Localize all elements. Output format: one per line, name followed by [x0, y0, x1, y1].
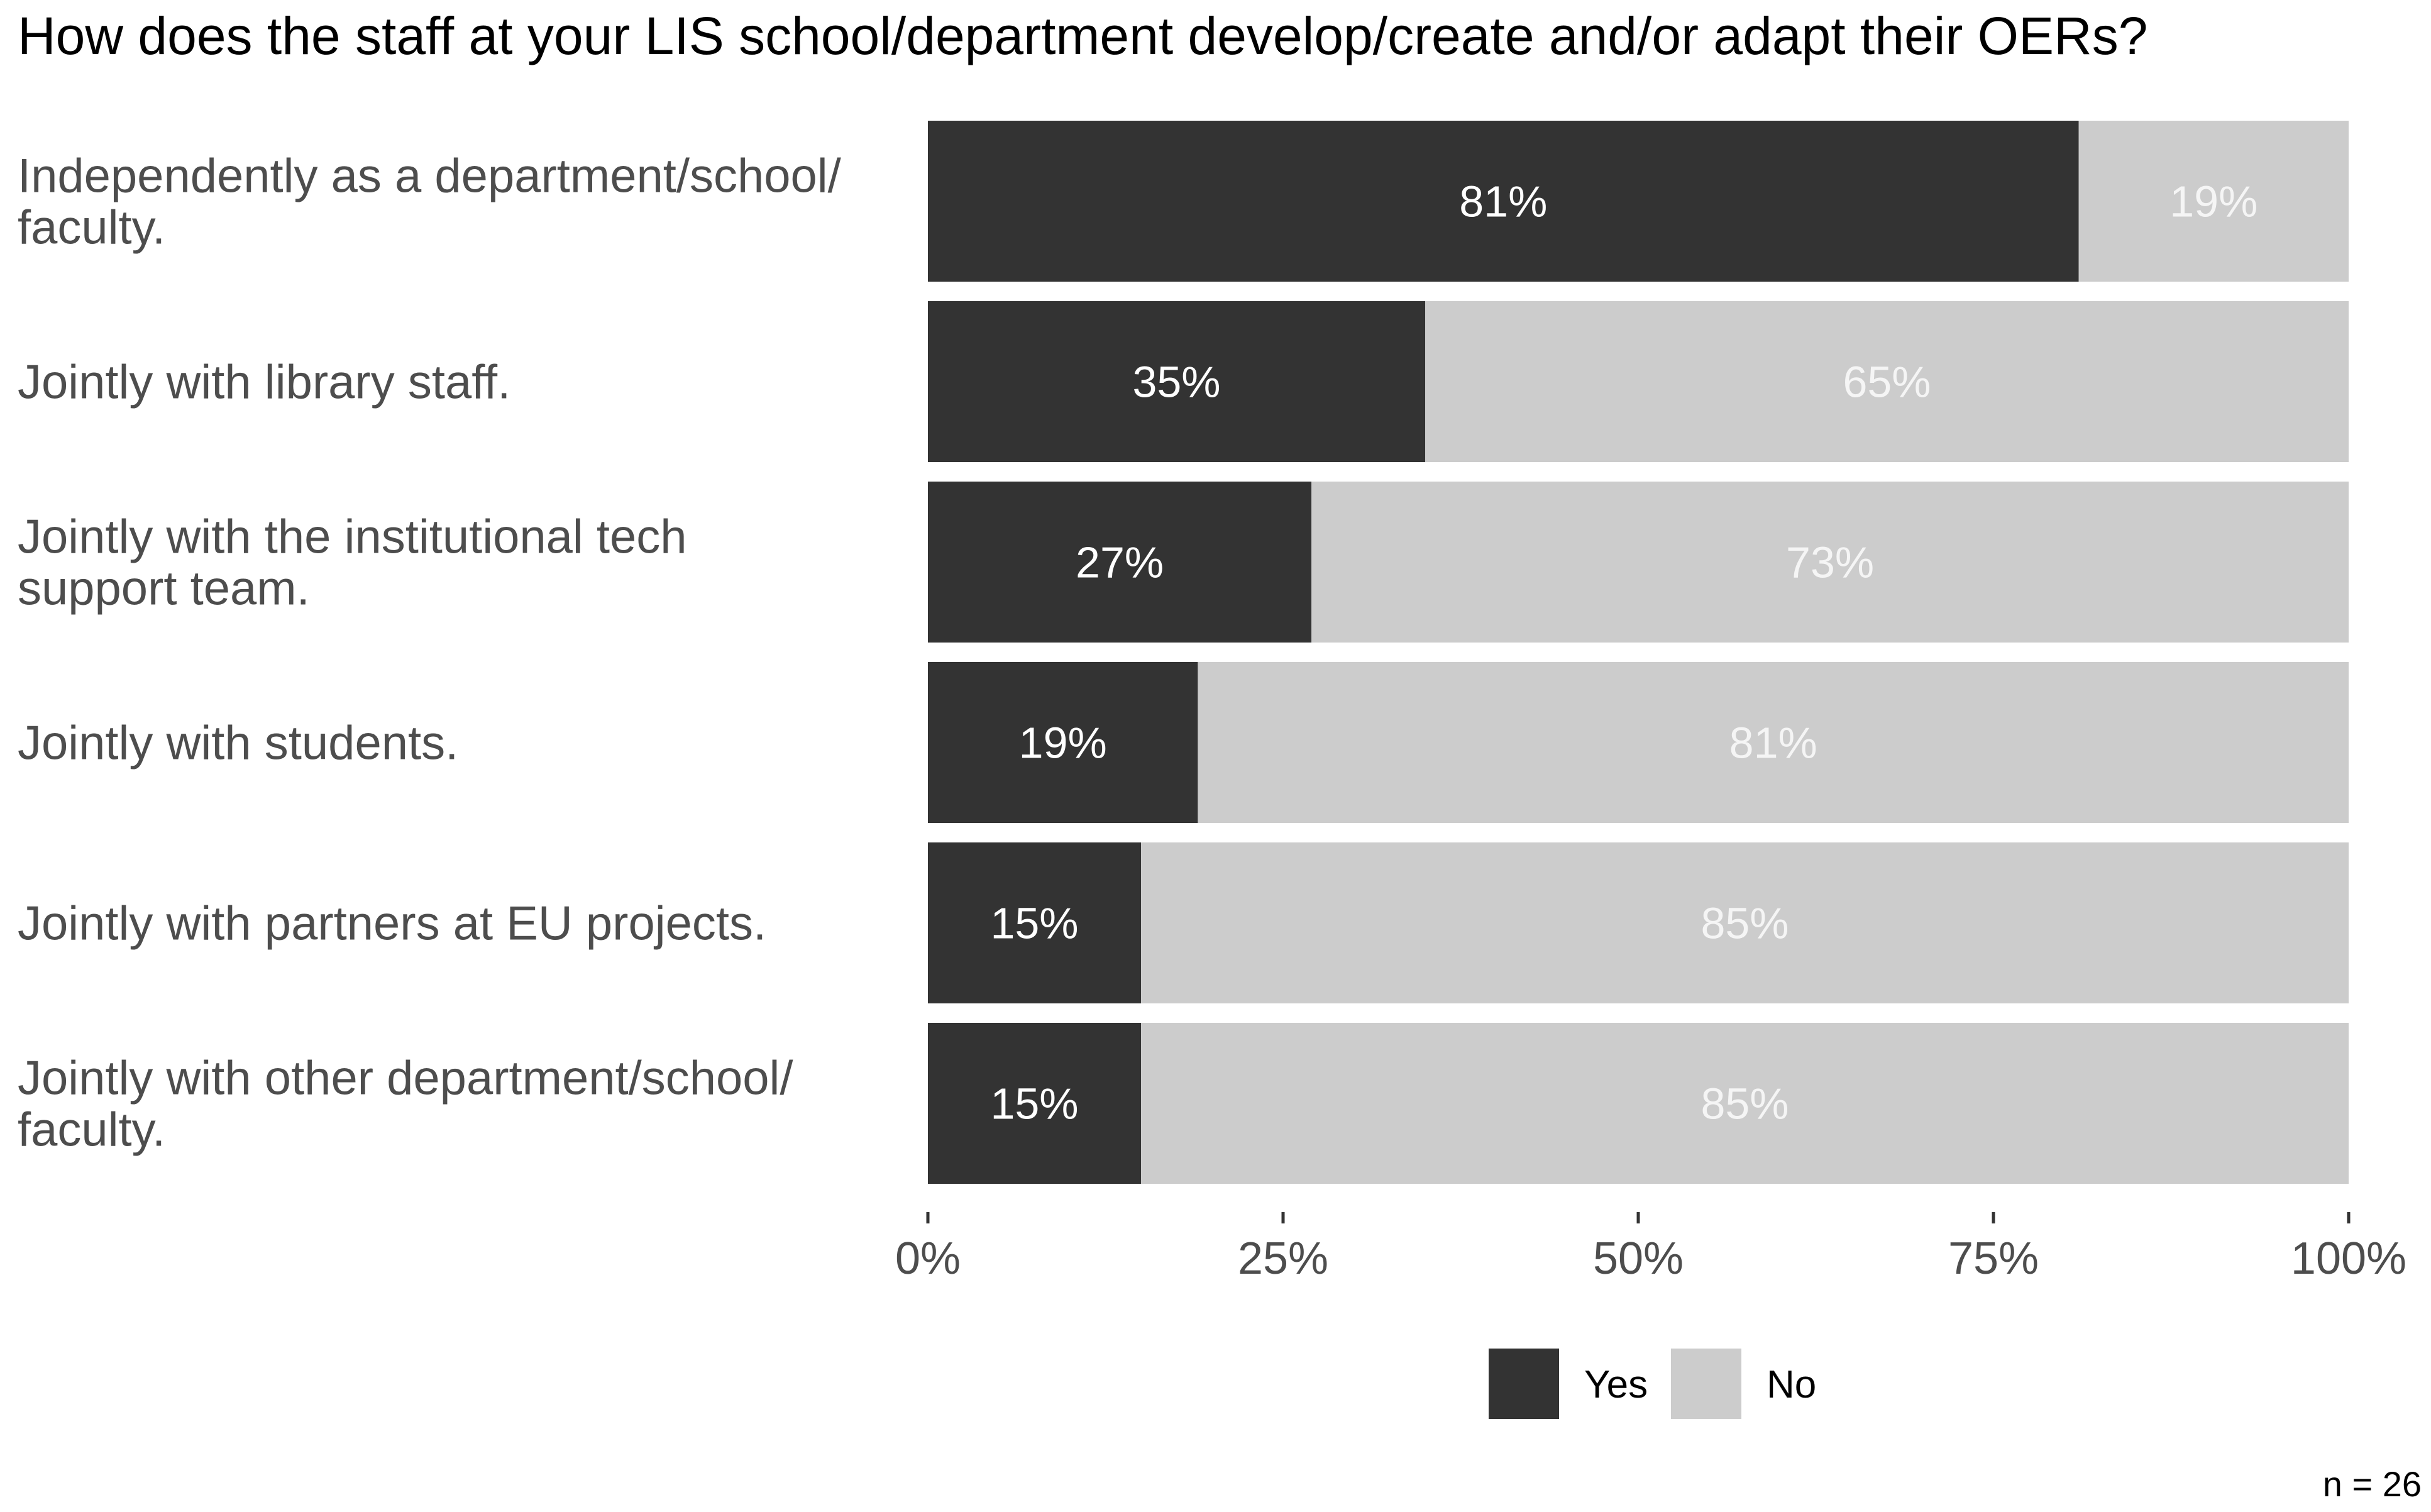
- bar-yes: [928, 121, 2079, 282]
- legend-label: No: [1767, 1363, 1816, 1406]
- category-label-line: Independently as a department/school/: [18, 150, 842, 203]
- category-label: Independently as a department/school/fac…: [18, 150, 842, 255]
- bar-value-label: 19%: [1019, 719, 1107, 768]
- x-tick-label: 100%: [2291, 1233, 2406, 1284]
- category-labels: Independently as a department/school/fac…: [18, 150, 842, 1157]
- bars: 81% 19% 35% 65% 27% 73% 19% 81% 15% 85% 15% 85%: [928, 121, 2349, 1184]
- bar-value-label: 65%: [1843, 358, 1931, 407]
- category-label-line: Jointly with students.: [18, 717, 458, 770]
- legend-key-yes: [1489, 1349, 1559, 1419]
- x-tick-label: 50%: [1593, 1233, 1684, 1284]
- x-tick-label: 25%: [1238, 1233, 1328, 1284]
- bar-value-label: 85%: [1701, 899, 1789, 948]
- bar-value-label: 73%: [1786, 538, 1874, 587]
- bar-value-label: 19%: [2169, 177, 2257, 226]
- bar-value-label: 27%: [1076, 538, 1164, 587]
- x-tick-label: 75%: [1948, 1233, 2039, 1284]
- category-label-line: faculty.: [18, 201, 165, 255]
- category-label: Jointly with the institutional tech suppo…: [18, 510, 687, 615]
- x-axis: 0% 25% 50% 75% 100%: [895, 1212, 2406, 1284]
- bar-no: [1311, 482, 2349, 643]
- category-label-line: support team.: [18, 562, 310, 615]
- category-label-line: Jointly with library staff.: [18, 356, 510, 409]
- legend: Yes No: [1489, 1349, 1816, 1419]
- bar-yes: [928, 842, 1141, 1003]
- bar-no: [1141, 1023, 2349, 1184]
- chart-title: How does the staff at your LIS school/de…: [18, 6, 2147, 65]
- category-label: Jointly with students.: [18, 717, 458, 770]
- category-label: Jointly with library staff.: [18, 356, 510, 409]
- category-label-line: faculty.: [18, 1103, 165, 1157]
- category-label: Jointly with other department/school/fac…: [18, 1052, 793, 1157]
- bar-value-label: 15%: [990, 899, 1078, 948]
- legend-key-no: [1671, 1349, 1741, 1419]
- bar-value-label: 85%: [1701, 1079, 1789, 1128]
- bar-value-label: 81%: [1729, 719, 1817, 768]
- bar-value-label: 35%: [1132, 358, 1220, 407]
- category-label-line: Jointly with other department/school/: [18, 1052, 793, 1105]
- bar-no: [1141, 842, 2349, 1003]
- x-tick-label: 0%: [895, 1233, 961, 1284]
- category-label-line: Jointly with the institutional tech: [18, 510, 687, 564]
- legend-label: Yes: [1584, 1363, 1648, 1406]
- bar-value-label: 81%: [1459, 177, 1547, 226]
- bar-yes: [928, 482, 1312, 643]
- bar-no: [1425, 301, 2349, 462]
- category-label-line: Jointly with partners at EU projects.: [18, 897, 766, 951]
- bar-yes: [928, 301, 1425, 462]
- bar-yes: [928, 1023, 1141, 1184]
- sample-size-note: n = 26: [2323, 1464, 2422, 1504]
- bar-value-label: 15%: [990, 1079, 1078, 1128]
- bar-yes: [928, 662, 1198, 823]
- category-label: Jointly with partners at EU projects.: [18, 897, 766, 951]
- bar-no: [2078, 121, 2349, 282]
- bar-no: [1198, 662, 2349, 823]
